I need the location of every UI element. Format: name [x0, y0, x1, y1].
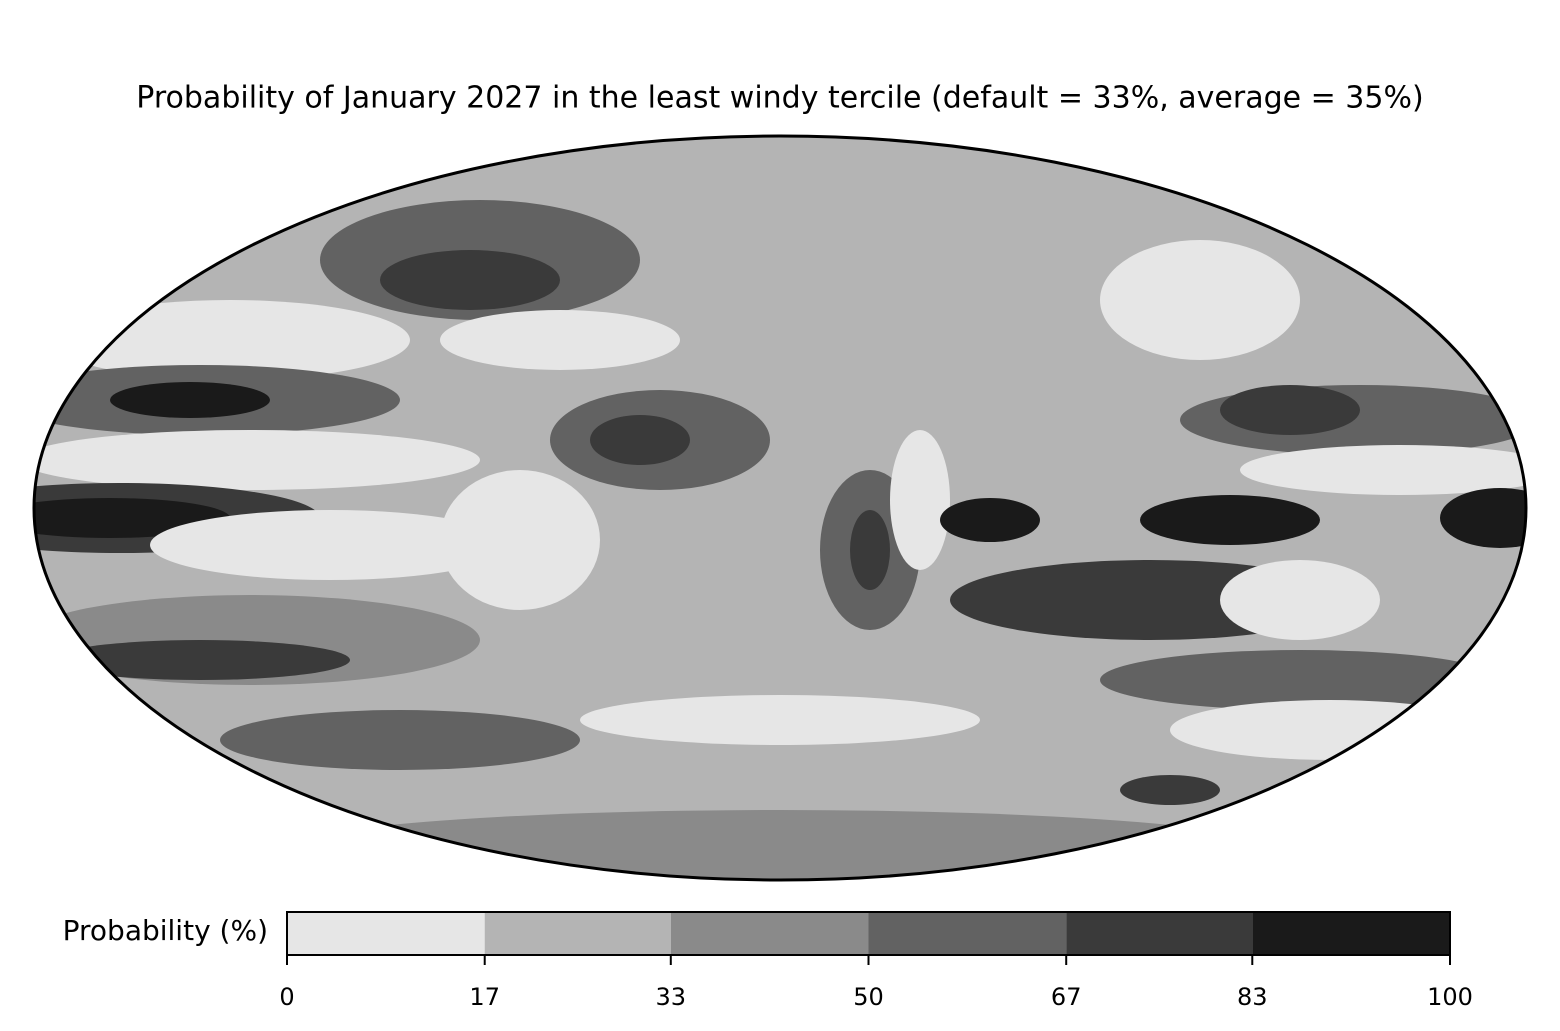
colorbar-tick-label: 0 — [279, 983, 294, 1011]
map-frame — [32, 134, 1528, 882]
colorbar-box — [670, 912, 869, 955]
map-title: Probability of January 2027 in the least… — [136, 81, 1423, 116]
colorbar-box — [1252, 912, 1450, 955]
colorbar-tick-label: 33 — [656, 983, 687, 1011]
colorbar-tick-label: 100 — [1427, 983, 1473, 1011]
map-field — [34, 136, 1526, 880]
colorbar-label: Probability (%) — [63, 914, 268, 947]
colorbar-tick-label: 83 — [1237, 983, 1268, 1011]
colorbar-tick-label: 67 — [1051, 983, 1082, 1011]
colorbar-box — [868, 912, 1067, 955]
colorbar: 0 17 33 50 67 83 100 — [279, 912, 1473, 1011]
colorbar-box — [1066, 912, 1253, 955]
colorbar-box — [287, 912, 485, 955]
colorbar-frame — [286, 911, 1451, 956]
colorbar-box — [484, 912, 671, 955]
colorbar-tick-label: 17 — [469, 983, 500, 1011]
colorbar-tick-label: 50 — [853, 983, 884, 1011]
